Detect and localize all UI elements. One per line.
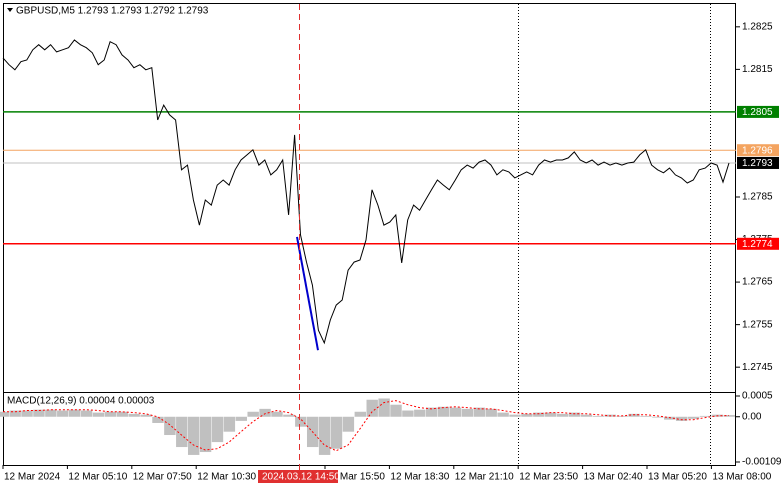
histogram-bar: [9, 410, 21, 417]
y-tick-label: 1.2765: [742, 277, 773, 288]
histogram-bar: [33, 409, 45, 417]
histogram-bar: [68, 409, 81, 417]
histogram-bar: [211, 416, 224, 443]
current-price-box: [737, 156, 779, 169]
x-tick-label: 12 Mar 07:50: [133, 472, 192, 483]
signal-line: [3, 400, 730, 452]
histogram-bar: [259, 408, 271, 417]
x-tick-label: 12 Mar 05:10: [68, 472, 127, 483]
histogram-bar: [426, 407, 438, 417]
histogram-bar: [521, 413, 533, 417]
frame: [3, 3, 736, 466]
histogram-bar: [687, 416, 700, 419]
histogram-bar: [187, 416, 200, 455]
y-tick-label: 1.2825: [742, 21, 773, 32]
histogram-bar: [247, 411, 259, 417]
level-label: 1.2774: [742, 239, 773, 250]
level-label-box: [737, 105, 779, 118]
x-tick-label: 12 Mar 15:50: [326, 472, 385, 483]
histogram-bar: [342, 416, 355, 432]
histogram-bar: [533, 412, 545, 417]
histogram-bar: [437, 406, 450, 417]
level-label: 1.2805: [742, 107, 773, 118]
y-tick-label: 1.2785: [742, 192, 773, 203]
level-label-box: [737, 237, 779, 250]
histogram-bar: [461, 408, 474, 417]
histogram-bar: [664, 416, 676, 420]
y-tick-label: 1.2755: [742, 319, 773, 330]
crosshair-label-box: [258, 470, 338, 483]
histogram-bar: [473, 407, 486, 417]
histogram-bar: [45, 409, 57, 417]
histogram-bar: [592, 415, 605, 417]
histogram-bar: [80, 410, 93, 417]
histogram-bar: [485, 408, 497, 417]
x-tick-label: 12 Mar 18:30: [390, 472, 449, 483]
histogram-bar: [354, 411, 366, 417]
x-tick-label: 13 Mar 02:40: [584, 472, 643, 483]
histogram-bar: [271, 411, 283, 417]
x-tick-label: 12 Mar 23:50: [519, 472, 578, 483]
y2-tick-label: 0.0005: [742, 391, 773, 402]
histogram-bar: [390, 404, 402, 417]
x-tick-label: 12 Mar 10:30: [197, 472, 256, 483]
indicator-title: MACD(12,26,9) 0.00004 0.00003: [7, 396, 155, 407]
histogram-bar: [223, 416, 236, 432]
histogram-bar: [378, 398, 390, 417]
chart-title: GBPUSD,M5 1.2793 1.2793 1.2792 1.2793: [16, 6, 209, 17]
histogram-bar: [116, 411, 128, 417]
histogram-bar: [580, 414, 593, 417]
y-tick-label: 1.2815: [742, 64, 773, 75]
trend-line: [296, 236, 319, 351]
histogram-bar: [283, 414, 295, 417]
histogram-bar: [199, 416, 212, 453]
level-label-box: [737, 144, 779, 157]
histogram-bar: [699, 415, 712, 417]
histogram-bar: [0, 411, 9, 417]
y2-tick-label: -0.00109: [742, 457, 781, 468]
histogram-bar: [21, 410, 33, 417]
histogram-bar: [57, 410, 69, 417]
histogram-bar: [402, 410, 414, 417]
histogram-bar: [568, 412, 581, 417]
x-tick-label: 13 Mar 05:20: [648, 472, 707, 483]
histogram-bar: [414, 409, 426, 417]
y-tick-label: 1.2745: [742, 362, 773, 373]
x-tick-label: 12 Mar 2024: [4, 472, 61, 483]
histogram-bar: [152, 416, 164, 423]
histogram-bar: [640, 415, 652, 417]
histogram-bar: [140, 414, 152, 417]
histogram-bar: [235, 416, 247, 421]
x-tick-label: 12 Mar 21:10: [455, 472, 514, 483]
histogram-bar: [509, 414, 521, 417]
price-line: [2, 39, 730, 345]
histogram-bar: [497, 412, 509, 417]
histogram-bar: [164, 416, 176, 436]
histogram-bar: [652, 416, 664, 418]
histogram-bar: [318, 416, 331, 455]
crosshair-label: 2024.03.12 14:50: [262, 472, 340, 483]
histogram-bar: [675, 416, 688, 421]
histogram-bar: [92, 412, 105, 417]
symbol-icon: [7, 8, 13, 12]
histogram-bar: [556, 413, 569, 417]
histogram-bar: [449, 407, 462, 417]
histogram-bar: [628, 413, 640, 417]
histogram-bar: [295, 416, 307, 427]
histogram-bar: [128, 413, 140, 417]
x-tick-label: 13 Mar 08:00: [712, 472, 771, 483]
histogram-bar: [176, 416, 188, 448]
histogram-bar: [723, 415, 735, 417]
histogram-bar: [545, 412, 557, 417]
current-price-label: 1.2793: [742, 158, 773, 169]
histogram-bar: [366, 399, 378, 417]
histogram-bar: [330, 416, 343, 449]
plot-layer: [0, 39, 736, 455]
level-label: 1.2796: [742, 145, 773, 156]
y2-tick-label: 0.00: [742, 411, 762, 422]
histogram-bar: [104, 411, 117, 417]
